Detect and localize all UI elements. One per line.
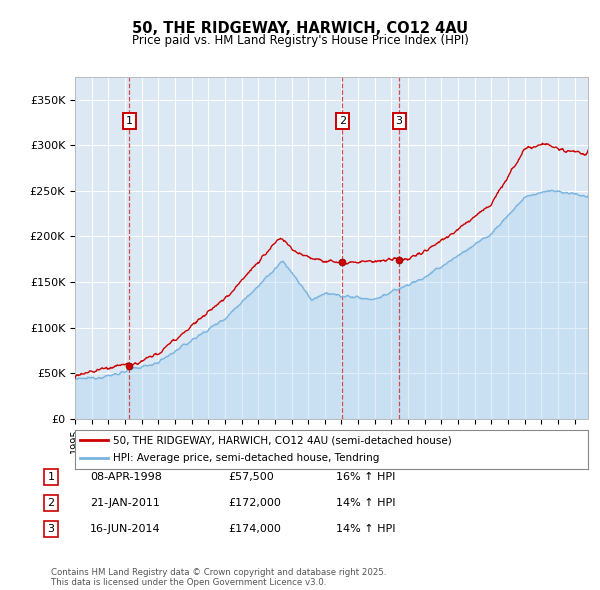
Text: Contains HM Land Registry data © Crown copyright and database right 2025.
This d: Contains HM Land Registry data © Crown c… (51, 568, 386, 587)
Text: 16-JUN-2014: 16-JUN-2014 (90, 524, 161, 533)
Text: 3: 3 (395, 116, 403, 126)
Text: 16% ↑ HPI: 16% ↑ HPI (336, 472, 395, 481)
Text: £174,000: £174,000 (228, 524, 281, 533)
Text: £172,000: £172,000 (228, 498, 281, 507)
Text: Price paid vs. HM Land Registry's House Price Index (HPI): Price paid vs. HM Land Registry's House … (131, 34, 469, 47)
Text: 50, THE RIDGEWAY, HARWICH, CO12 4AU: 50, THE RIDGEWAY, HARWICH, CO12 4AU (132, 21, 468, 35)
Text: 1: 1 (126, 116, 133, 126)
Text: 14% ↑ HPI: 14% ↑ HPI (336, 498, 395, 507)
Text: £57,500: £57,500 (228, 472, 274, 481)
Text: 50, THE RIDGEWAY, HARWICH, CO12 4AU (semi-detached house): 50, THE RIDGEWAY, HARWICH, CO12 4AU (sem… (113, 435, 452, 445)
Text: 14% ↑ HPI: 14% ↑ HPI (336, 524, 395, 533)
Text: 1: 1 (47, 472, 55, 481)
Text: HPI: Average price, semi-detached house, Tendring: HPI: Average price, semi-detached house,… (113, 453, 380, 463)
Text: 2: 2 (339, 116, 346, 126)
Text: 3: 3 (47, 524, 55, 533)
Text: 21-JAN-2011: 21-JAN-2011 (90, 498, 160, 507)
Text: 2: 2 (47, 498, 55, 507)
Text: 08-APR-1998: 08-APR-1998 (90, 472, 162, 481)
